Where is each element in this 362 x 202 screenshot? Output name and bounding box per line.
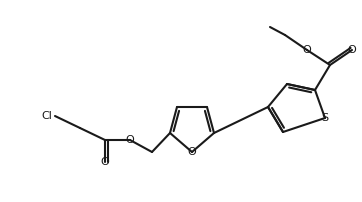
Text: O: O [303,45,311,55]
Text: O: O [101,157,109,167]
Text: O: O [126,135,134,145]
Text: Cl: Cl [41,111,52,121]
Text: O: O [188,147,196,157]
Text: O: O [348,45,356,55]
Text: S: S [321,113,329,123]
